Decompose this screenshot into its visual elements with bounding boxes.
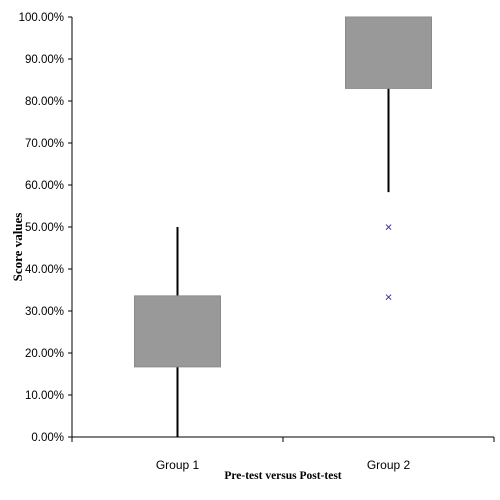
y-tick-label: 70.00%: [25, 138, 64, 150]
x-category-label: Group 2: [367, 458, 411, 472]
plot-area: ××: [134, 16, 432, 437]
y-tick-label: 30.00%: [25, 306, 64, 318]
box: [345, 16, 432, 89]
y-tick-label: 20.00%: [25, 348, 64, 360]
y-tick-label: 50.00%: [25, 222, 64, 234]
x-category-label: Group 1: [156, 458, 200, 472]
outlier-marker: ×: [385, 290, 393, 305]
y-axis: 0.00% 10.00% 20.00% 30.00% 40.00% 50.00% 60.00…: [19, 12, 72, 444]
x-axis-categories: Group 1 Group 2: [71, 437, 495, 472]
outlier-marker: ×: [385, 220, 393, 235]
box: [134, 295, 221, 368]
box-group: [134, 227, 221, 437]
y-tick-label: 10.00%: [25, 390, 64, 402]
y-tick-label: 40.00%: [25, 264, 64, 276]
box-group: ××: [345, 16, 432, 305]
y-tick-label: 60.00%: [25, 180, 64, 192]
x-axis-title: Pre-test versus Post-test: [224, 470, 341, 482]
y-tick-label: 100.00%: [19, 12, 64, 24]
y-tick-label: 0.00%: [31, 432, 64, 444]
y-tick-label: 80.00%: [25, 96, 64, 108]
y-axis-title: Score values: [10, 213, 25, 282]
y-tick-label: 90.00%: [25, 54, 64, 66]
